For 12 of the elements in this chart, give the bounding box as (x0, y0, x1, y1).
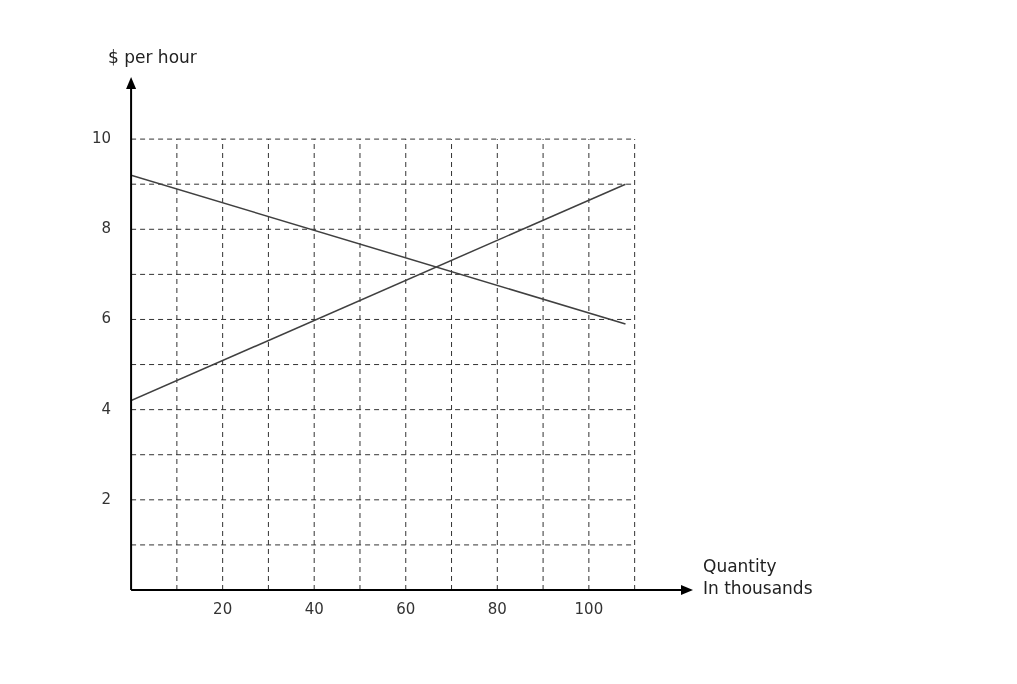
x-tick-label: 80 (487, 599, 507, 618)
x-tick-label: 60 (396, 599, 416, 618)
y-axis-title: $ per hour (108, 46, 197, 68)
x-tick-label: 100 (574, 599, 604, 618)
y-tick-label: 6 (101, 309, 112, 328)
y-tick-label: 4 (101, 399, 112, 418)
x-axis-title: Quantity In thousands (703, 555, 813, 599)
x-tick-label: 40 (304, 599, 324, 618)
x-tick-label: 20 (213, 599, 233, 618)
y-tick-label: 10 (91, 129, 112, 147)
y-tick-label: 8 (101, 219, 112, 238)
y-tick-label: 2 (101, 489, 112, 508)
